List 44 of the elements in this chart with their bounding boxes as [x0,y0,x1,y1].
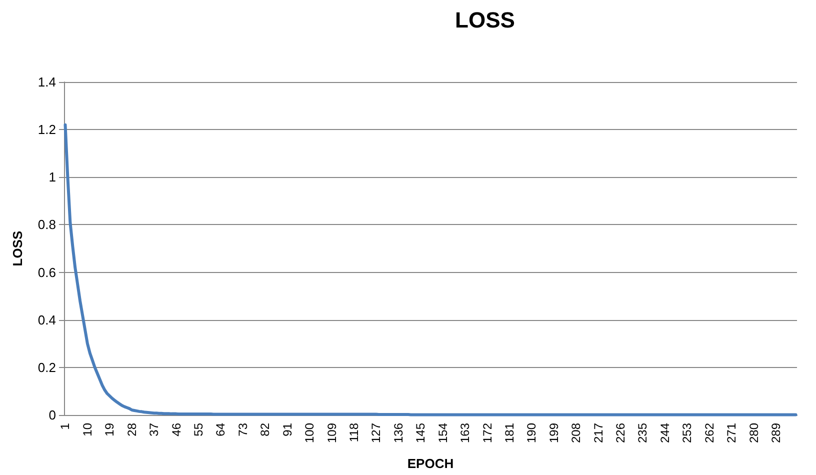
x-tick-label: 28 [124,422,139,436]
y-tick-label: 0 [48,408,56,422]
x-tick-label: 1 [58,422,72,430]
y-tick-label: 1.2 [38,122,56,138]
x-axis-title: EPOCH [407,456,454,471]
x-tick-label: 289 [769,422,784,444]
x-tick-label: 145 [414,422,428,444]
x-tick-label: 244 [658,422,672,444]
x-tick-label: 280 [746,422,761,444]
y-axis-title: LOSS [10,230,25,266]
x-tick-label: 253 [680,422,694,444]
x-tick-label: 172 [480,422,494,444]
y-tick-label: 1 [48,170,56,185]
x-tick-label: 10 [80,422,94,436]
x-tick-label: 199 [546,422,561,444]
x-tick-label: 262 [702,422,716,444]
y-tick-label: 0.4 [38,312,56,328]
x-tick-label: 82 [258,422,272,436]
x-tick-label: 226 [614,422,628,444]
x-tick-label: 46 [169,422,184,436]
x-tick-label: 217 [591,422,606,444]
x-tick-label: 19 [102,422,117,436]
y-tick-label: 0.8 [38,217,56,232]
x-tick-label: 208 [569,422,584,444]
x-tick-label: 127 [369,422,384,444]
x-tick-label: 64 [214,422,228,436]
x-tick-label: 118 [346,422,361,442]
x-tick-label: 109 [324,422,339,444]
y-tick-label: 1.4 [38,74,56,90]
x-tick-label: 271 [724,422,739,444]
x-tick-label: 55 [192,422,206,436]
x-tick-label: 73 [236,422,250,436]
y-tick-label: 0.2 [38,360,56,375]
chart-title: LOSS [455,8,515,32]
x-tick-label: 235 [636,422,650,444]
x-tick-label: 154 [436,422,450,444]
x-tick-label: 37 [147,422,162,436]
x-tick-label: 163 [458,422,472,444]
y-tick-label: 0.6 [38,264,56,280]
x-tick-label: 91 [280,422,294,436]
x-tick-label: 181 [502,422,516,444]
x-tick-label: 100 [302,422,317,444]
x-tick-label: 190 [524,422,539,444]
x-tick-label: 136 [391,422,406,444]
